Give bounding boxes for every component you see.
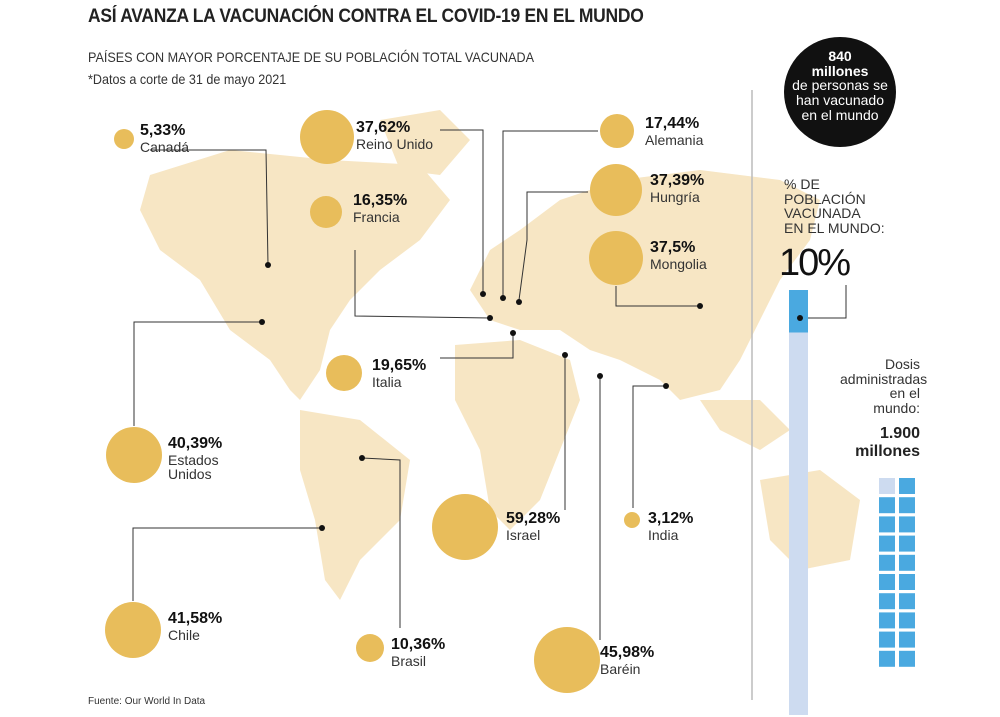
bubble-mongolia [589, 231, 643, 285]
bubble-india [624, 512, 640, 528]
bubble-estados-unidos [106, 427, 162, 483]
land-masses [140, 110, 860, 600]
dose-block [879, 650, 895, 667]
dose-block [899, 554, 915, 571]
page-title: ASÍ AVANZA LA VACUNACIÓN CONTRA EL COVID… [88, 6, 644, 27]
bubble-brasil [356, 634, 384, 662]
leader-chile [132, 527, 322, 601]
dose-block [879, 612, 895, 629]
dose-block [879, 593, 895, 610]
dose-block [879, 574, 895, 590]
leader-brasil [361, 457, 401, 628]
leader-mongolia [615, 286, 700, 307]
label-india: 3,12% India [648, 510, 694, 543]
bubble-alemania [600, 114, 634, 148]
leader-hungria [518, 191, 588, 301]
world-pct-bar [789, 290, 808, 715]
leader-reino-unido [440, 129, 484, 294]
source-note: Fuente: Our World In Data [88, 696, 206, 707]
doses-value: 1.900 millones [855, 425, 920, 460]
doses-label: Dosis administradas en el mundo: [840, 356, 928, 417]
north-america [140, 150, 450, 400]
world-pct-label: % DE POBLACIÓN VACUNADA EN EL MUNDO: [784, 176, 885, 237]
label-brasil: 10,36% Brasil [391, 636, 446, 669]
dose-block [879, 478, 895, 494]
date-note: *Datos a corte de 31 de mayo 2021 [88, 71, 287, 87]
dose-block [879, 497, 895, 514]
bubble-francia [310, 196, 342, 228]
subtitle: PAÍSES CON MAYOR PORCENTAJE DE SU POBLAC… [88, 49, 534, 65]
bubble-israel [432, 494, 498, 560]
world-pct-value: 10% [779, 242, 851, 284]
leader-alemania [502, 130, 598, 298]
dose-block [899, 535, 915, 552]
label-hungria: 37,39% Hungría [650, 172, 705, 205]
bubble-reino-unido [300, 110, 354, 164]
leader-india [632, 385, 666, 508]
dose-block [899, 478, 915, 494]
leader-world-pct [800, 285, 847, 319]
label-estados-unidos: 40,39% Estados Unidos [168, 435, 223, 483]
dose-block [879, 516, 895, 533]
bubble-hungria [590, 164, 642, 216]
bubble-barein [534, 627, 600, 693]
dose-block [899, 650, 915, 667]
label-francia: 16,35% Francia [353, 192, 408, 225]
dose-block [899, 497, 915, 514]
bubble-chile [105, 602, 161, 658]
africa [455, 340, 580, 530]
doses-grid [879, 478, 915, 667]
australia [760, 470, 860, 570]
dose-block [899, 516, 915, 533]
dose-block [879, 535, 895, 552]
label-alemania: 17,44% Alemania [645, 115, 704, 148]
leader-lines [132, 129, 847, 640]
label-mongolia: 37,5% Mongolia [650, 239, 707, 272]
leader-canada [150, 149, 269, 266]
leader-italia [440, 333, 514, 359]
label-canada: 5,33% Canadá [140, 122, 190, 155]
vaccinated-people-badge: 840 millones de personas se han vacunado… [784, 37, 896, 147]
bubble-canada [114, 129, 134, 149]
south-america [300, 410, 410, 600]
bubble-italia [326, 355, 362, 391]
dose-block [899, 574, 915, 590]
label-chile: 41,58% Chile [168, 610, 223, 643]
label-israel: 59,28% Israel [506, 510, 561, 543]
label-barein: 45,98% Baréin [600, 644, 655, 677]
location-dots [259, 262, 703, 531]
label-italia: 19,65% Italia [372, 357, 427, 390]
dose-block [899, 593, 915, 610]
dose-block [879, 554, 895, 571]
leader-estados-unidos [133, 321, 262, 426]
dose-block [899, 631, 915, 648]
world-pct-bar-fill [789, 290, 808, 333]
dose-block [879, 631, 895, 648]
europe-asia [470, 170, 820, 400]
greenland [380, 110, 470, 175]
southeast-asia [700, 400, 790, 450]
leader-francia [354, 250, 491, 319]
dose-block [899, 612, 915, 629]
label-reino-unido: 37,62% Reino Unido [356, 119, 434, 152]
